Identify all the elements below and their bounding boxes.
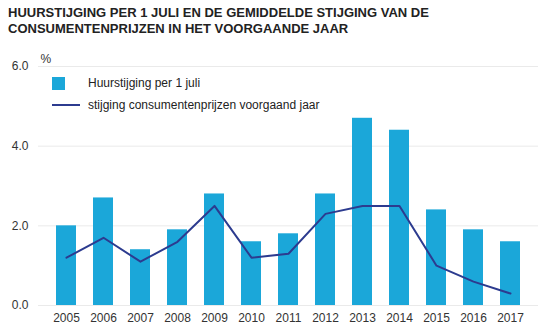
svg-text:4.0: 4.0 <box>12 139 29 153</box>
svg-text:2016: 2016 <box>460 311 487 325</box>
svg-text:2007: 2007 <box>127 311 154 325</box>
svg-text:2010: 2010 <box>238 311 265 325</box>
svg-text:2014: 2014 <box>386 311 413 325</box>
html-text:Huurstijging per 1 juli: Huurstijging per 1 juli <box>88 76 201 90</box>
html-text:HUURSTIJGING PER 1 JULI EN DE: HUURSTIJGING PER 1 JULI EN DE GEMIDDELDE… <box>8 5 429 36</box>
svg-text:0.0: 0.0 <box>12 298 29 312</box>
svg-text:%: % <box>41 52 52 66</box>
html-text:stijging consumentenprijzen vo: stijging consumentenprijzen voorgaand ja… <box>88 98 320 112</box>
svg-text:2005: 2005 <box>53 311 80 325</box>
svg-text:6.0: 6.0 <box>12 59 29 73</box>
svg-text:2012: 2012 <box>312 311 339 325</box>
svg-text:2006: 2006 <box>90 311 117 325</box>
svg-text:2013: 2013 <box>349 311 376 325</box>
svg-text:2011: 2011 <box>276 311 302 325</box>
svg-text:2015: 2015 <box>423 311 450 325</box>
svg-text:2009: 2009 <box>201 311 228 325</box>
svg-text:2008: 2008 <box>164 311 191 325</box>
svg-text:2017: 2017 <box>497 311 524 325</box>
svg-text:2.0: 2.0 <box>12 219 29 233</box>
